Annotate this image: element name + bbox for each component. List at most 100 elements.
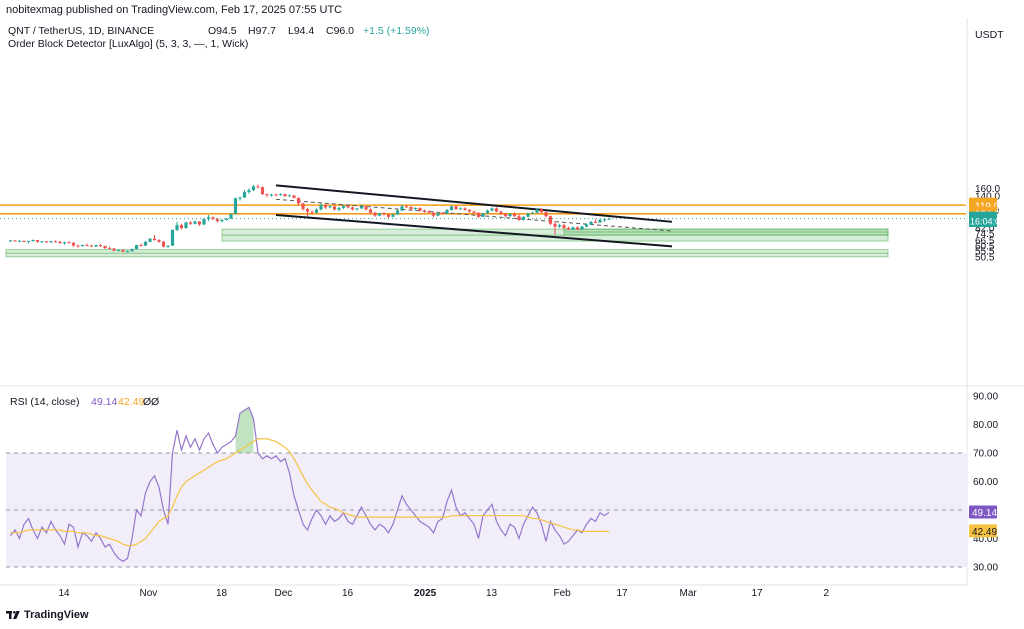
candle[interactable] — [193, 221, 197, 224]
candle[interactable] — [386, 214, 391, 217]
candle[interactable] — [143, 241, 148, 246]
candle[interactable] — [598, 219, 602, 223]
candle[interactable] — [94, 245, 98, 247]
candle[interactable] — [215, 219, 220, 222]
candle[interactable] — [368, 209, 373, 213]
candle[interactable] — [593, 221, 598, 223]
rsi-line[interactable] — [10, 406, 610, 563]
candle[interactable] — [22, 240, 26, 242]
candle[interactable] — [337, 207, 341, 210]
candle[interactable] — [112, 248, 116, 251]
candle[interactable] — [40, 241, 44, 243]
candle[interactable] — [305, 208, 310, 212]
candle[interactable] — [454, 206, 458, 209]
candle[interactable] — [58, 241, 62, 244]
tradingview-brand[interactable]: TradingView — [6, 609, 89, 621]
channel-lower-line[interactable] — [275, 214, 673, 248]
candle[interactable] — [319, 204, 323, 210]
candle[interactable] — [238, 197, 242, 199]
candle[interactable] — [296, 197, 301, 204]
candle[interactable] — [332, 206, 337, 210]
candle[interactable] — [341, 205, 346, 208]
candle[interactable] — [184, 222, 188, 228]
candle[interactable] — [229, 213, 233, 219]
candle[interactable] — [224, 218, 229, 220]
candle[interactable] — [310, 211, 314, 213]
candle[interactable] — [161, 241, 166, 247]
candle[interactable] — [202, 218, 206, 225]
candle[interactable] — [197, 221, 202, 225]
candle[interactable] — [314, 209, 319, 213]
candle[interactable] — [458, 208, 463, 210]
candle[interactable] — [278, 194, 283, 196]
candle[interactable] — [575, 227, 580, 230]
candle[interactable] — [521, 216, 526, 220]
candle[interactable] — [62, 242, 67, 244]
candle[interactable] — [512, 213, 517, 217]
candle[interactable] — [409, 206, 413, 209]
candle[interactable] — [544, 212, 548, 217]
candle[interactable] — [220, 219, 224, 222]
candle[interactable] — [170, 229, 175, 246]
candle[interactable] — [175, 225, 179, 230]
candle[interactable] — [584, 224, 589, 227]
candle[interactable] — [76, 245, 80, 247]
candle[interactable] — [494, 208, 499, 212]
candle[interactable] — [71, 242, 76, 246]
candle[interactable] — [359, 206, 364, 209]
candle[interactable] — [418, 207, 422, 211]
candle[interactable] — [400, 206, 404, 211]
candle[interactable] — [157, 240, 161, 242]
candle[interactable] — [323, 204, 328, 208]
candle[interactable] — [607, 218, 611, 220]
candle[interactable] — [13, 240, 17, 242]
candle[interactable] — [116, 250, 121, 252]
candle[interactable] — [269, 194, 274, 196]
candle[interactable] — [211, 217, 215, 220]
candle[interactable] — [292, 195, 296, 198]
candle[interactable] — [539, 209, 544, 213]
candle[interactable] — [98, 245, 103, 247]
candle[interactable] — [134, 245, 139, 250]
candle[interactable] — [49, 241, 53, 243]
candle[interactable] — [526, 213, 530, 217]
candle[interactable] — [166, 245, 170, 247]
candle[interactable] — [517, 216, 521, 220]
candle[interactable] — [449, 206, 454, 211]
candle[interactable] — [499, 211, 503, 214]
candle[interactable] — [562, 225, 566, 228]
candle[interactable] — [17, 240, 22, 242]
candle[interactable] — [152, 238, 157, 241]
candle[interactable] — [427, 211, 431, 213]
candle[interactable] — [179, 225, 184, 228]
candle[interactable] — [476, 212, 481, 217]
candle[interactable] — [422, 210, 427, 212]
candle[interactable] — [530, 212, 535, 214]
candle[interactable] — [53, 241, 58, 243]
candle[interactable] — [395, 210, 400, 215]
candle[interactable] — [265, 194, 269, 196]
candle[interactable] — [350, 207, 355, 210]
candle[interactable] — [391, 214, 395, 217]
candle[interactable] — [508, 213, 512, 217]
candle[interactable] — [535, 209, 539, 213]
candle[interactable] — [463, 208, 467, 211]
candle[interactable] — [233, 198, 238, 214]
candle[interactable] — [80, 245, 85, 247]
candle[interactable] — [602, 219, 607, 221]
candle[interactable] — [301, 203, 305, 209]
candle[interactable] — [364, 206, 368, 210]
candle[interactable] — [485, 210, 490, 214]
candle[interactable] — [26, 240, 31, 242]
candle[interactable] — [283, 194, 287, 197]
candle[interactable] — [121, 250, 125, 252]
candle[interactable] — [503, 213, 508, 217]
candle[interactable] — [247, 190, 251, 193]
candle[interactable] — [472, 211, 476, 213]
candle[interactable] — [377, 213, 382, 216]
candle[interactable] — [107, 248, 112, 250]
channel-mid-line[interactable] — [275, 198, 673, 232]
candle[interactable] — [445, 210, 449, 214]
candle[interactable] — [89, 245, 94, 247]
